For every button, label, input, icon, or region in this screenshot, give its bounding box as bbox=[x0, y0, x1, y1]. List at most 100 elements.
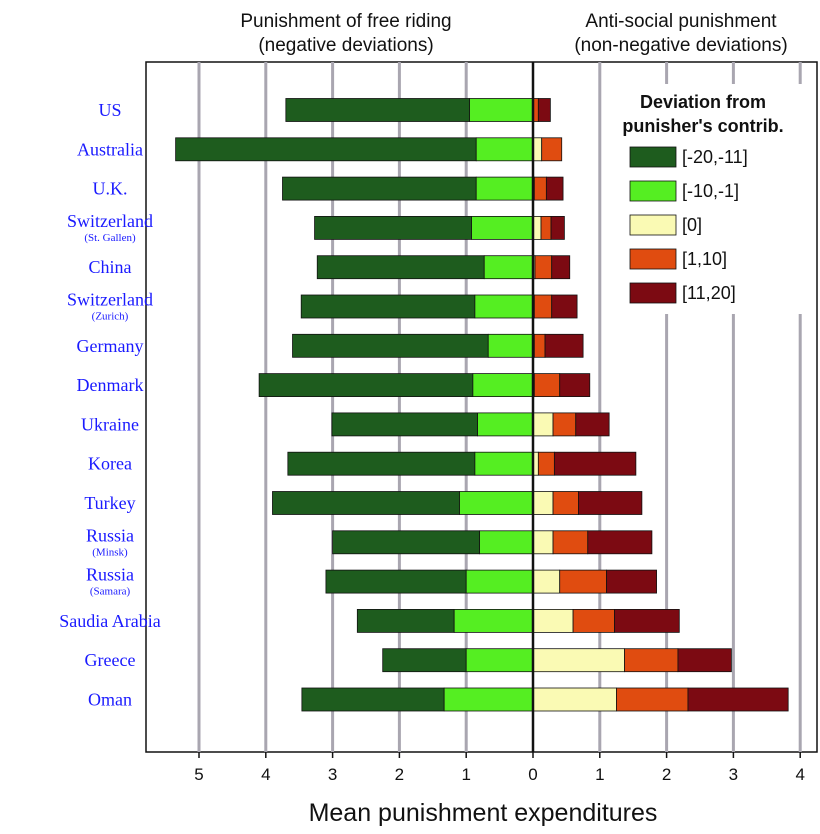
bar-segment bbox=[616, 687, 689, 712]
tick-label: 1 bbox=[595, 765, 604, 784]
bar-segment bbox=[552, 491, 579, 515]
bar-segment bbox=[471, 215, 534, 240]
bar-segment bbox=[285, 98, 470, 122]
bar-segment bbox=[382, 648, 467, 673]
bar-segment bbox=[533, 333, 546, 358]
bar-segment bbox=[578, 491, 643, 515]
category-label: Ukraine bbox=[81, 414, 139, 434]
bar-segment bbox=[532, 530, 554, 555]
bar-segment bbox=[540, 215, 552, 240]
category-label: Turkey bbox=[84, 493, 135, 513]
bar-segment bbox=[624, 648, 679, 673]
bar-segment bbox=[258, 373, 474, 398]
bar-segment bbox=[572, 609, 615, 633]
bar-segment bbox=[301, 687, 445, 712]
category-label: Switzerland bbox=[67, 290, 153, 310]
legend-swatch bbox=[629, 248, 677, 270]
bar-segment bbox=[544, 333, 584, 358]
category-label: Russia bbox=[86, 525, 134, 545]
tick-label: 1 bbox=[461, 765, 470, 784]
bar-segment bbox=[533, 176, 547, 201]
legend-label: [0] bbox=[682, 215, 702, 235]
bar-segment bbox=[541, 137, 563, 162]
legend-label: [11,20] bbox=[682, 283, 736, 303]
bar-segment bbox=[532, 412, 554, 437]
category-label: U.K. bbox=[93, 179, 128, 199]
category-label: US bbox=[98, 100, 121, 120]
bar-segment bbox=[532, 609, 574, 633]
category-sublabel: (Minsk) bbox=[92, 546, 128, 558]
legend-title-line1: Deviation from bbox=[640, 92, 766, 112]
bar-segment bbox=[292, 333, 489, 358]
legend: [-20,-11] [-10,-1] [0] [1,10] [11,20] bbox=[629, 146, 748, 304]
tick-label: 2 bbox=[662, 765, 671, 784]
bar-segment bbox=[552, 412, 577, 437]
category-label: China bbox=[89, 257, 132, 277]
bar-segment bbox=[300, 294, 476, 319]
bar-segment bbox=[314, 215, 472, 240]
header-right-line2: (non-negative deviations) bbox=[574, 35, 787, 56]
header-left-line2: (negative deviations) bbox=[258, 35, 433, 56]
bar-segment bbox=[537, 451, 555, 476]
category-label: Germany bbox=[77, 336, 144, 356]
bar-segment bbox=[687, 687, 789, 712]
bar-segment bbox=[175, 137, 477, 162]
header-right-line1: Anti-social punishment bbox=[585, 11, 777, 32]
bar-segment bbox=[316, 255, 485, 280]
bar-segment bbox=[465, 648, 534, 673]
tick-label: 5 bbox=[194, 765, 203, 784]
bar-segment bbox=[587, 530, 653, 555]
bar-segment bbox=[356, 609, 455, 633]
legend-label: [-10,-1] bbox=[682, 181, 739, 201]
bar-segment bbox=[532, 569, 561, 594]
x-axis-label: Mean punishment expenditures bbox=[309, 799, 658, 827]
bar-segment bbox=[534, 255, 553, 280]
legend-label: [-20,-11] bbox=[682, 147, 748, 167]
bar-segment bbox=[453, 609, 534, 633]
bar-segment bbox=[479, 530, 534, 555]
legend-swatch bbox=[629, 146, 677, 168]
bar-segment bbox=[532, 648, 625, 673]
bar-segment bbox=[606, 569, 657, 594]
category-label: Denmark bbox=[77, 375, 144, 395]
tick-label: 4 bbox=[261, 765, 270, 784]
bar-segment bbox=[282, 176, 477, 201]
bar-segment bbox=[532, 491, 554, 515]
legend-label: [1,10] bbox=[682, 249, 727, 269]
bar-segment bbox=[331, 412, 478, 437]
category-sublabel: (St. Gallen) bbox=[84, 232, 136, 244]
legend-title-line2: punisher's contrib. bbox=[622, 116, 783, 136]
category-label: Greece bbox=[85, 650, 136, 670]
bar-segment bbox=[487, 333, 534, 358]
bar-segment bbox=[537, 98, 551, 122]
bar-segment bbox=[459, 491, 534, 515]
bar-segment bbox=[465, 569, 534, 594]
category-sublabel: (Samara) bbox=[90, 586, 131, 598]
bar-segment bbox=[533, 294, 553, 319]
bar-segment bbox=[552, 530, 589, 555]
legend-swatch bbox=[629, 180, 677, 202]
x-ticks: 5 4 3 2 1 0 1 2 3 4 bbox=[194, 752, 805, 784]
bar-segment bbox=[472, 373, 534, 398]
bar-segment bbox=[553, 451, 637, 476]
bar-segment bbox=[325, 569, 467, 594]
bar-segment bbox=[532, 687, 617, 712]
category-sublabel: (Zurich) bbox=[92, 311, 129, 323]
bar-segment bbox=[532, 137, 543, 162]
bar-segment bbox=[533, 373, 561, 398]
bar-segment bbox=[332, 530, 480, 555]
category-labels: US Australia U.K. Switzerland (St. Gallen) Ch… bbox=[59, 100, 160, 710]
bar-segment bbox=[272, 491, 460, 515]
category-label: Australia bbox=[77, 139, 143, 159]
category-label: Korea bbox=[88, 454, 132, 474]
legend-swatch bbox=[629, 214, 677, 236]
tick-label: 3 bbox=[328, 765, 337, 784]
bar-segment bbox=[475, 176, 534, 201]
bar-segment bbox=[474, 294, 534, 319]
category-label: Russia bbox=[86, 565, 134, 585]
category-label: Saudia Arabia bbox=[59, 611, 160, 631]
bar-segment bbox=[545, 176, 564, 201]
bar-segment bbox=[287, 451, 476, 476]
tick-label: 4 bbox=[795, 765, 804, 784]
